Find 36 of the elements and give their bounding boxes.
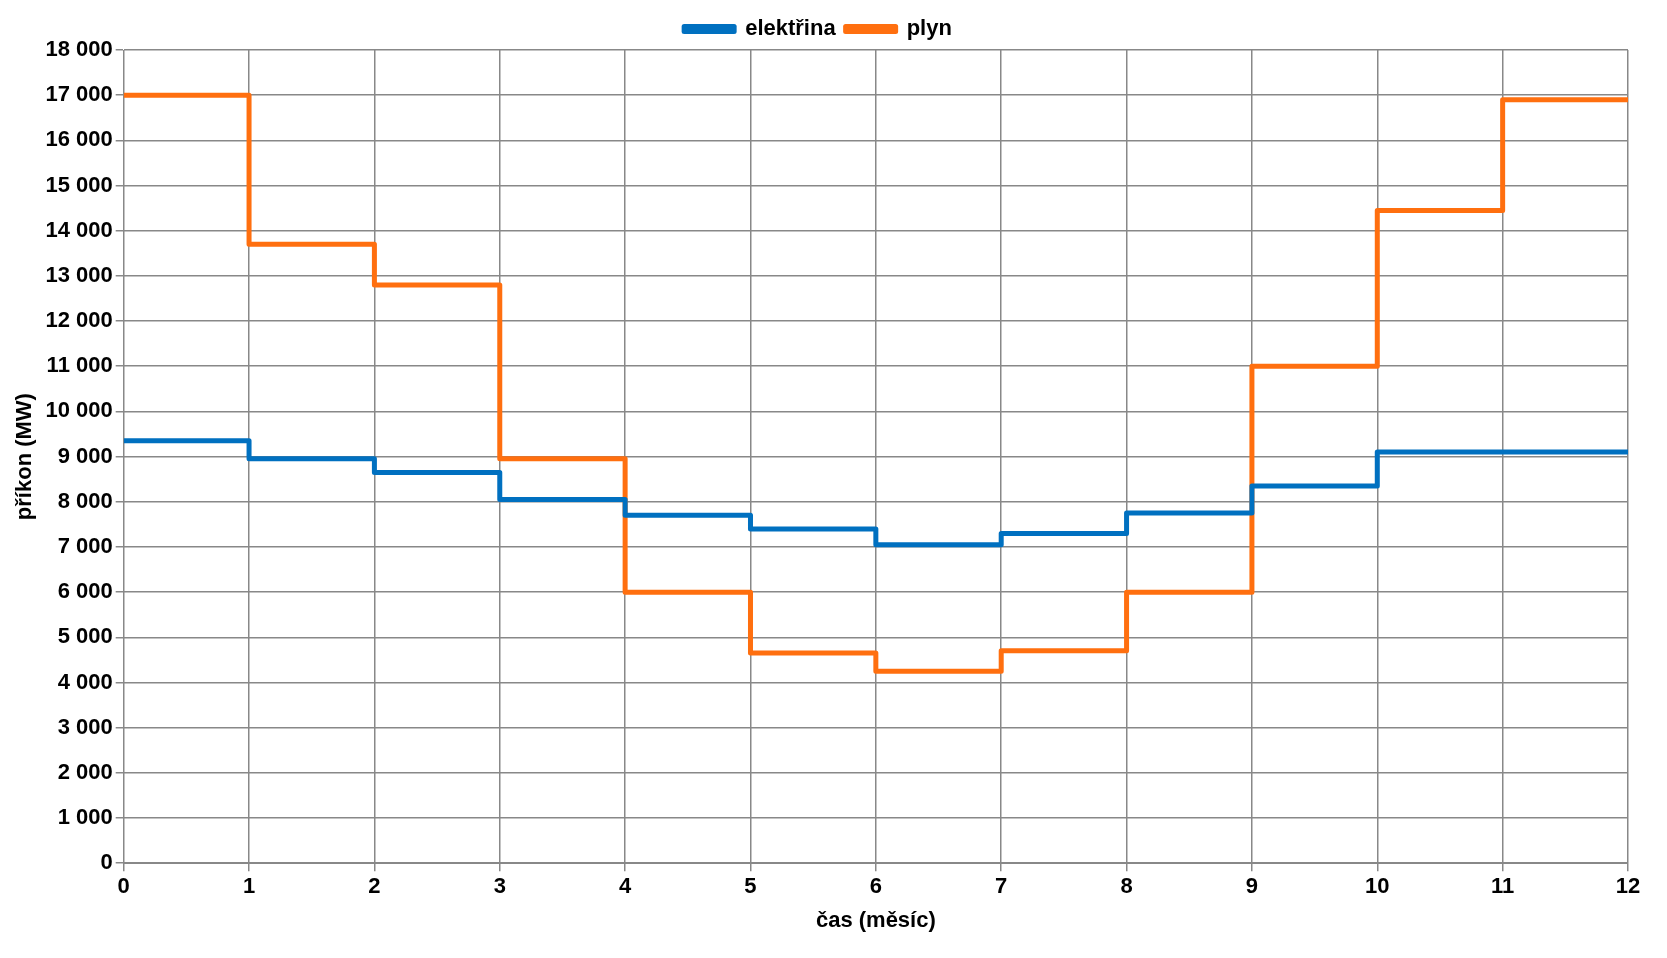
- y-tick-label: 3 000: [57, 713, 113, 739]
- y-tick-label: 9 000: [57, 442, 113, 468]
- y-tick-label: 7 000: [57, 533, 113, 559]
- x-tick-label: 3: [493, 873, 506, 899]
- y-tick-label: 0: [100, 849, 113, 875]
- x-tick-label: 7: [995, 873, 1008, 899]
- x-axis-title: čas (měsíc): [815, 906, 936, 932]
- y-tick-label: 10 000: [45, 397, 113, 423]
- y-tick-label: 16 000: [45, 126, 113, 152]
- y-tick-label: 12 000: [45, 307, 113, 333]
- x-tick-label: 1: [242, 873, 256, 899]
- y-tick-label: 17 000: [45, 81, 113, 107]
- x-tick-label: 0: [117, 873, 130, 899]
- x-tick-label: 6: [869, 873, 882, 899]
- legend-label: elektřina: [745, 15, 837, 41]
- y-tick-label: 8 000: [57, 487, 113, 513]
- y-tick-label: 11 000: [46, 352, 113, 378]
- x-tick-label: 9: [1245, 873, 1259, 899]
- y-tick-label: 18 000: [45, 36, 113, 62]
- y-tick-label: 13 000: [45, 261, 113, 287]
- x-tick-label: 5: [744, 873, 757, 899]
- y-tick-label: 5 000: [57, 623, 113, 649]
- y-tick-label: 1 000: [57, 804, 113, 830]
- y-tick-label: 6 000: [57, 578, 113, 604]
- x-tick-label: 2: [368, 873, 381, 899]
- y-tick-label: 4 000: [57, 668, 113, 694]
- y-tick-label: 2 000: [57, 758, 113, 784]
- y-tick-label: 15 000: [45, 171, 113, 197]
- x-tick-label: 4: [619, 873, 632, 899]
- x-tick-label: 10: [1365, 873, 1390, 899]
- x-tick-label: 11: [1491, 873, 1515, 899]
- y-axis-title: příkon (MW): [11, 393, 37, 521]
- y-tick-label: 14 000: [45, 216, 113, 242]
- x-tick-label: 8: [1120, 873, 1133, 899]
- x-tick-label: 12: [1615, 873, 1641, 899]
- legend-label: plyn: [906, 15, 952, 41]
